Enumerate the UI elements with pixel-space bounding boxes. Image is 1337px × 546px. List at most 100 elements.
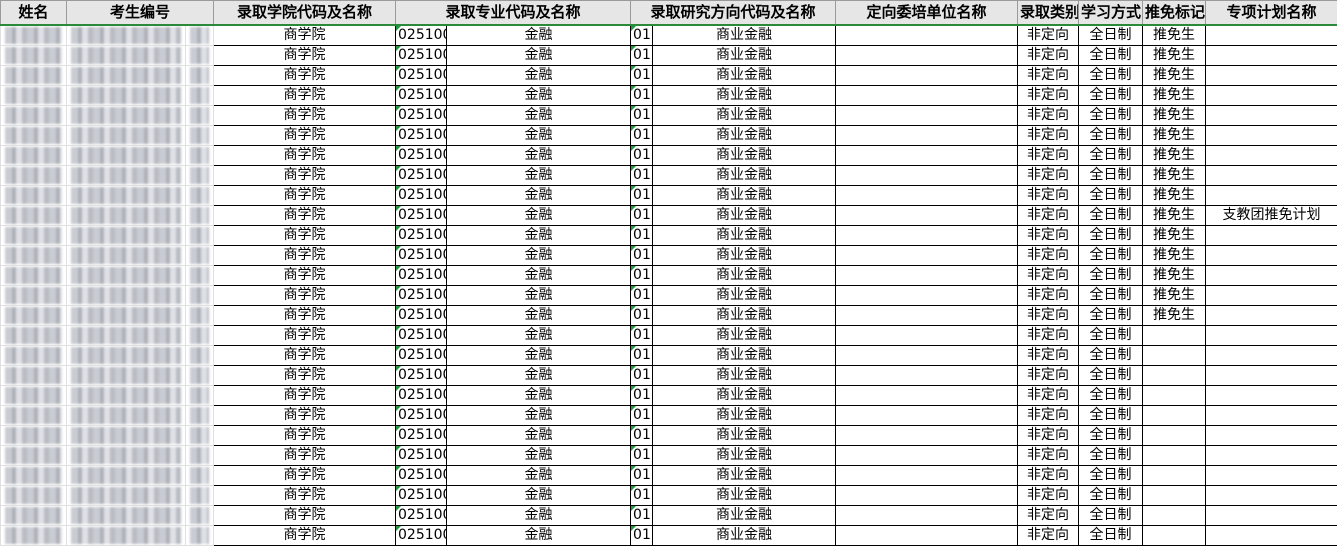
name-cell-redacted[interactable] [1,106,67,126]
major-code-cell[interactable]: 025100 [396,166,447,186]
study-mode-cell[interactable]: 全日制 [1079,326,1143,346]
college-cell[interactable]: 商学院 [214,166,396,186]
exam-id-cell-redacted[interactable] [67,25,186,46]
sponsor-cell[interactable] [836,226,1018,246]
major-code-cell[interactable]: 025100 [396,446,447,466]
major-name-cell[interactable]: 金融 [447,386,631,406]
tuimian-cell[interactable]: 推免生 [1143,186,1206,206]
direction-code-cell[interactable]: 01 [631,186,653,206]
exam-id-extra-redacted[interactable] [186,226,214,246]
direction-code-cell[interactable]: 01 [631,246,653,266]
major-name-cell[interactable]: 金融 [447,186,631,206]
college-cell[interactable]: 商学院 [214,426,396,446]
exam-id-extra-redacted[interactable] [186,466,214,486]
tuimian-cell[interactable]: 推免生 [1143,46,1206,66]
category-cell[interactable]: 非定向 [1018,386,1079,406]
sponsor-cell[interactable] [836,386,1018,406]
header-sponsor[interactable]: 定向委培单位名称 [836,1,1018,26]
special-plan-cell[interactable] [1206,466,1337,486]
major-code-cell[interactable]: 025100 [396,66,447,86]
sponsor-cell[interactable] [836,286,1018,306]
major-code-cell[interactable]: 025100 [396,486,447,506]
tuimian-cell[interactable] [1143,406,1206,426]
header-study-mode[interactable]: 学习方式 [1079,1,1143,26]
tuimian-cell[interactable]: 推免生 [1143,126,1206,146]
exam-id-extra-redacted[interactable] [186,486,214,506]
study-mode-cell[interactable]: 全日制 [1079,66,1143,86]
special-plan-cell[interactable] [1206,226,1337,246]
category-cell[interactable]: 非定向 [1018,206,1079,226]
study-mode-cell[interactable]: 全日制 [1079,266,1143,286]
tuimian-cell[interactable] [1143,486,1206,506]
exam-id-extra-redacted[interactable] [186,46,214,66]
header-special-plan[interactable]: 专项计划名称 [1206,1,1337,26]
direction-code-cell[interactable]: 01 [631,346,653,366]
direction-name-cell[interactable]: 商业金融 [653,426,836,446]
category-cell[interactable]: 非定向 [1018,346,1079,366]
college-cell[interactable]: 商学院 [214,386,396,406]
exam-id-extra-redacted[interactable] [186,25,214,46]
special-plan-cell[interactable] [1206,286,1337,306]
category-cell[interactable]: 非定向 [1018,25,1079,46]
major-code-cell[interactable]: 025100 [396,286,447,306]
special-plan-cell[interactable] [1206,106,1337,126]
sponsor-cell[interactable] [836,306,1018,326]
category-cell[interactable]: 非定向 [1018,86,1079,106]
exam-id-cell-redacted[interactable] [67,86,186,106]
sponsor-cell[interactable] [836,25,1018,46]
exam-id-extra-redacted[interactable] [186,506,214,526]
college-cell[interactable]: 商学院 [214,506,396,526]
category-cell[interactable]: 非定向 [1018,306,1079,326]
direction-name-cell[interactable]: 商业金融 [653,106,836,126]
name-cell-redacted[interactable] [1,466,67,486]
college-cell[interactable]: 商学院 [214,286,396,306]
exam-id-extra-redacted[interactable] [186,146,214,166]
category-cell[interactable]: 非定向 [1018,506,1079,526]
sponsor-cell[interactable] [836,206,1018,226]
direction-name-cell[interactable]: 商业金融 [653,246,836,266]
category-cell[interactable]: 非定向 [1018,526,1079,546]
direction-code-cell[interactable]: 01 [631,406,653,426]
direction-code-cell[interactable]: 01 [631,366,653,386]
exam-id-cell-redacted[interactable] [67,446,186,466]
direction-name-cell[interactable]: 商业金融 [653,226,836,246]
name-cell-redacted[interactable] [1,506,67,526]
sponsor-cell[interactable] [836,46,1018,66]
study-mode-cell[interactable]: 全日制 [1079,366,1143,386]
direction-name-cell[interactable]: 商业金融 [653,206,836,226]
major-name-cell[interactable]: 金融 [447,426,631,446]
exam-id-cell-redacted[interactable] [67,166,186,186]
exam-id-extra-redacted[interactable] [186,106,214,126]
name-cell-redacted[interactable] [1,86,67,106]
direction-name-cell[interactable]: 商业金融 [653,86,836,106]
college-cell[interactable]: 商学院 [214,266,396,286]
header-college[interactable]: 录取学院代码及名称 [214,1,396,26]
special-plan-cell[interactable]: 支教团推免计划 [1206,206,1337,226]
direction-name-cell[interactable]: 商业金融 [653,25,836,46]
exam-id-cell-redacted[interactable] [67,346,186,366]
exam-id-extra-redacted[interactable] [186,66,214,86]
major-code-cell[interactable]: 025100 [396,326,447,346]
direction-name-cell[interactable]: 商业金融 [653,126,836,146]
college-cell[interactable]: 商学院 [214,46,396,66]
exam-id-extra-redacted[interactable] [186,266,214,286]
major-code-cell[interactable]: 025100 [396,366,447,386]
exam-id-extra-redacted[interactable] [186,406,214,426]
study-mode-cell[interactable]: 全日制 [1079,106,1143,126]
college-cell[interactable]: 商学院 [214,66,396,86]
exam-id-cell-redacted[interactable] [67,66,186,86]
exam-id-cell-redacted[interactable] [67,486,186,506]
tuimian-cell[interactable]: 推免生 [1143,106,1206,126]
special-plan-cell[interactable] [1206,446,1337,466]
direction-code-cell[interactable]: 01 [631,266,653,286]
category-cell[interactable]: 非定向 [1018,406,1079,426]
sponsor-cell[interactable] [836,326,1018,346]
direction-code-cell[interactable]: 01 [631,286,653,306]
major-name-cell[interactable]: 金融 [447,25,631,46]
direction-code-cell[interactable]: 01 [631,166,653,186]
major-code-cell[interactable]: 025100 [396,206,447,226]
major-code-cell[interactable]: 025100 [396,146,447,166]
study-mode-cell[interactable]: 全日制 [1079,506,1143,526]
special-plan-cell[interactable] [1206,86,1337,106]
tuimian-cell[interactable] [1143,426,1206,446]
